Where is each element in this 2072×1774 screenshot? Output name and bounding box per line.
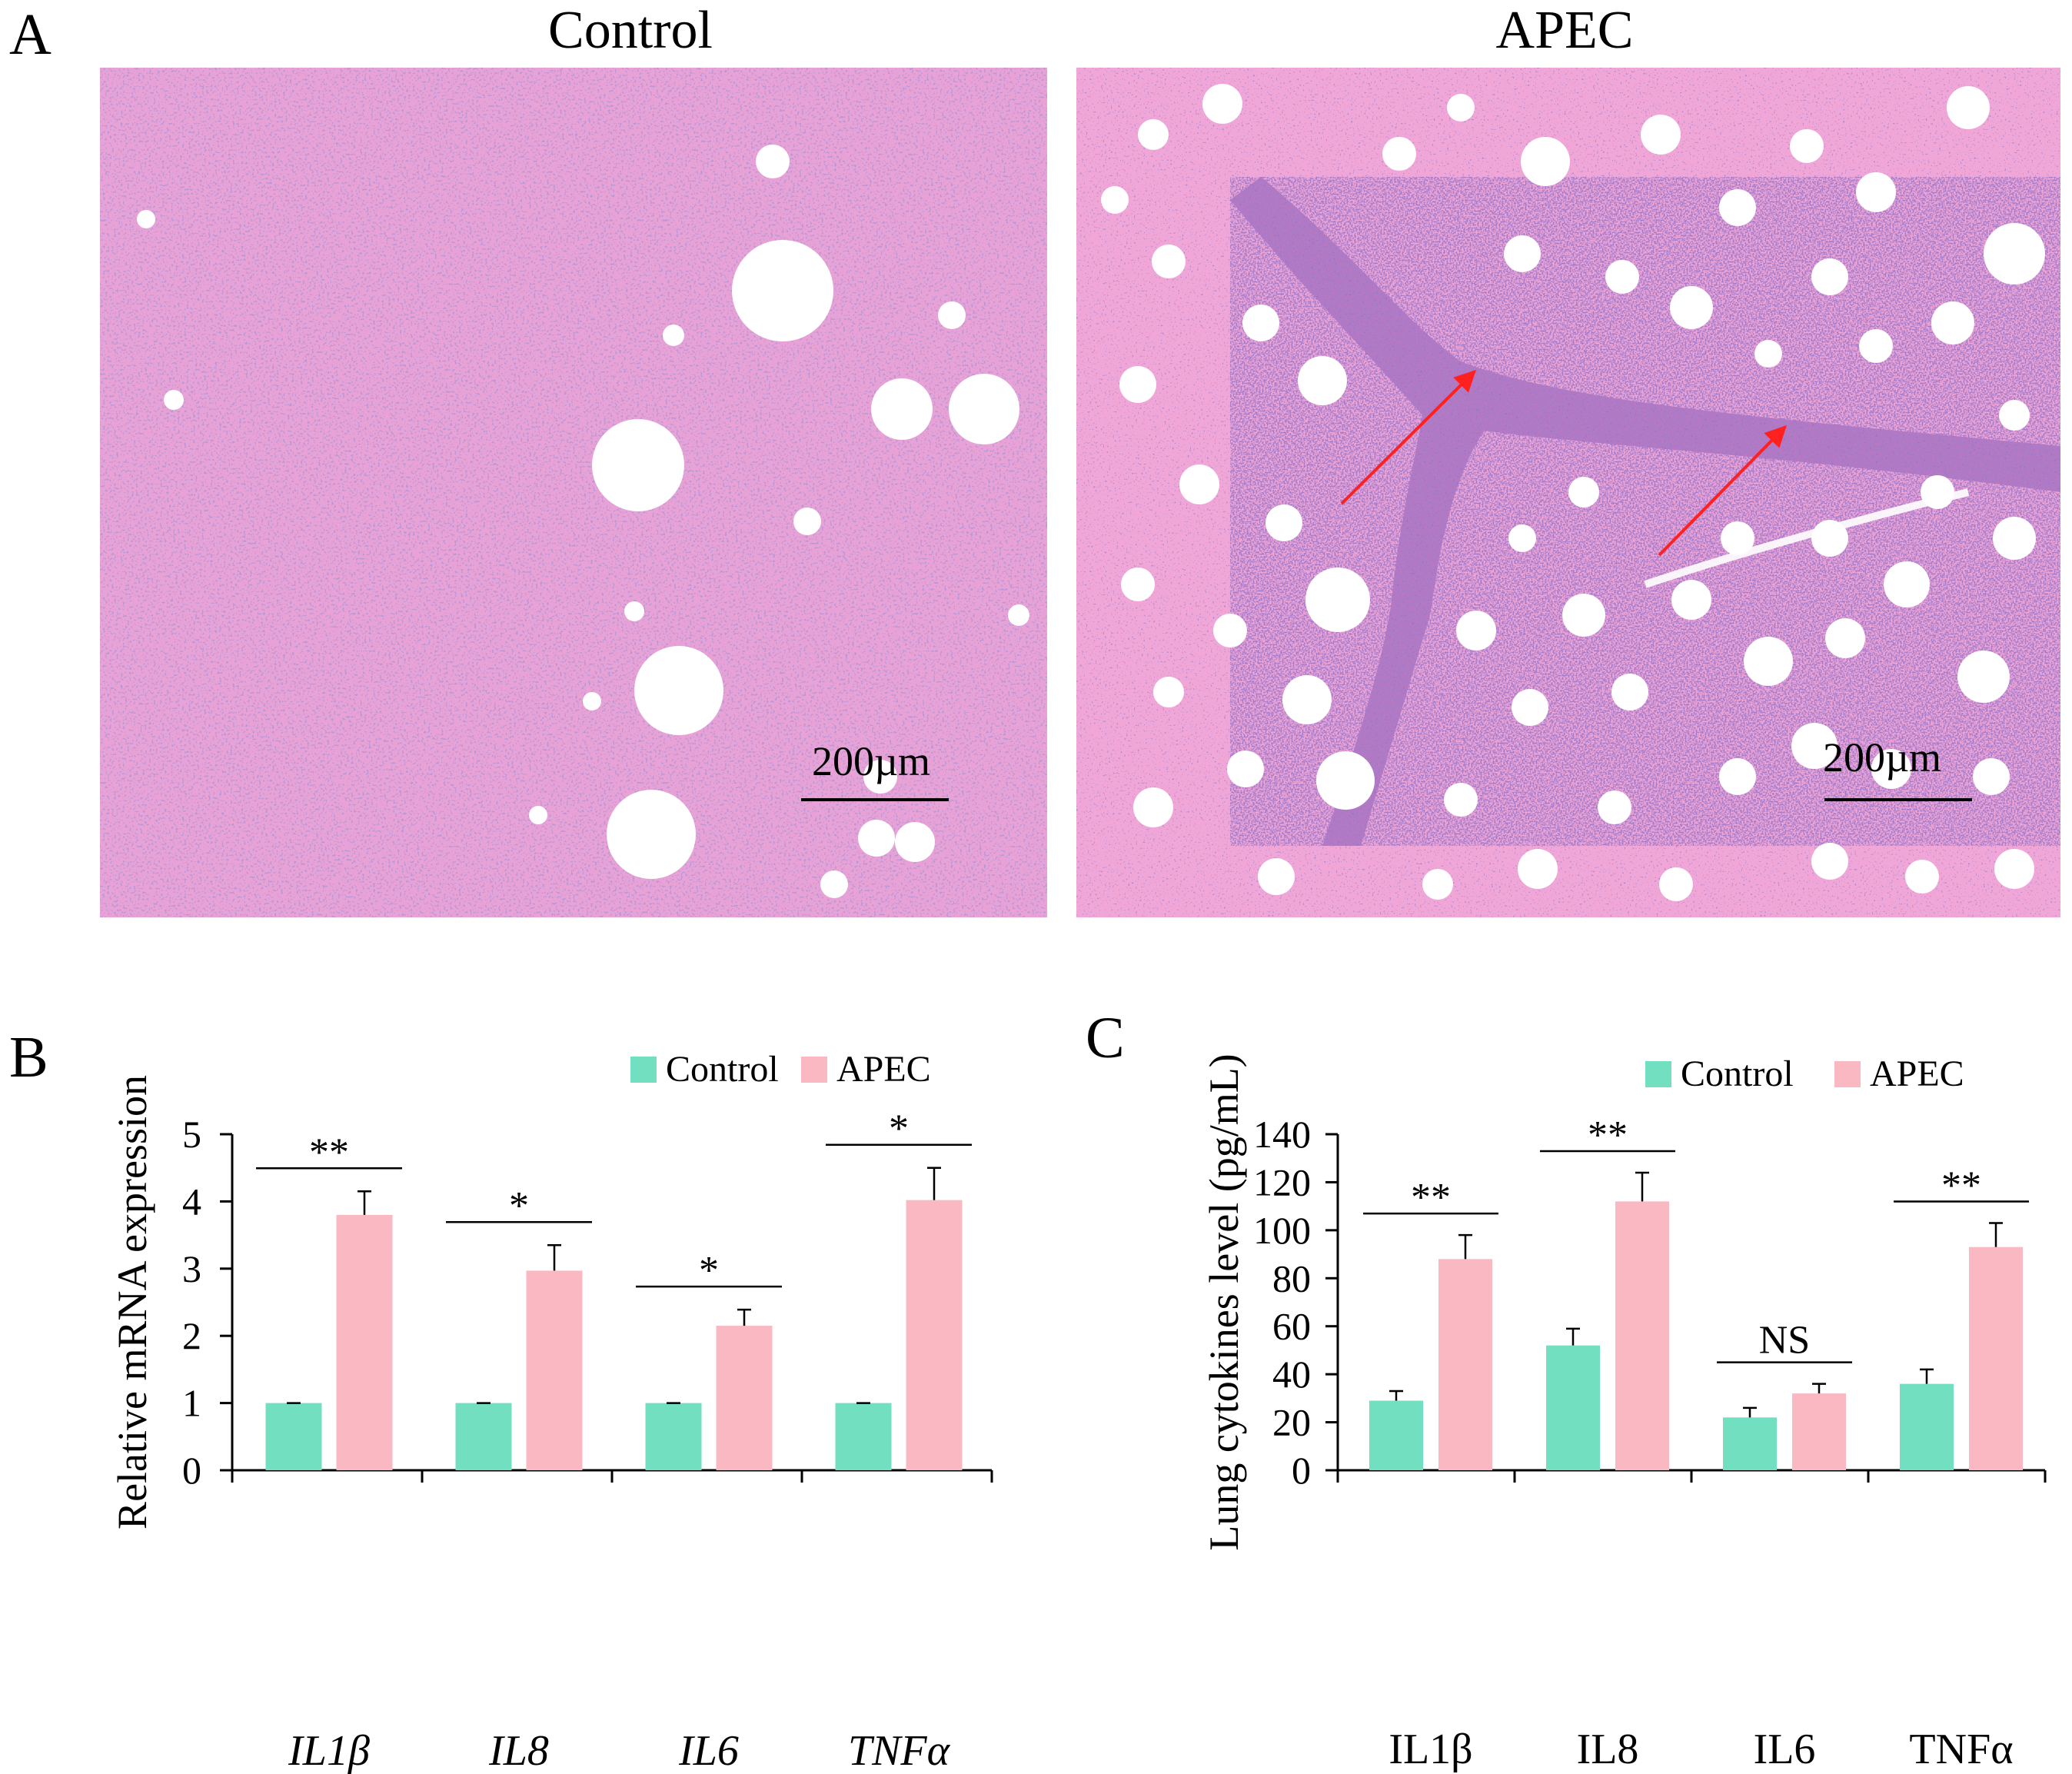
bar-control-0 [265,1403,322,1470]
y-axis-label: Relative mRNA expression [109,1075,155,1529]
y-tick-label: 5 [182,1113,201,1156]
y-tick-label: 140 [1253,1113,1311,1156]
significance-label: NS [1759,1319,1810,1363]
panel-letter-c: C [1086,1006,1125,1070]
bar-control-3 [835,1403,892,1470]
category-label: IL8 [488,1727,549,1774]
significance-label: * [509,1184,529,1228]
legend-label-control: Control [1681,1053,1794,1094]
y-tick-label: 0 [182,1449,201,1492]
bar-apec-0 [1438,1259,1492,1470]
significance-label: ** [1588,1113,1628,1157]
bar-apec-1 [1615,1201,1669,1470]
significance-label: ** [1411,1176,1451,1220]
vacuoles [1101,84,2045,901]
legend-label-apec: APEC [1870,1053,1964,1094]
scale-bar-label-control: 200µm [812,738,930,784]
legend-swatch-apec [1834,1061,1861,1087]
legend-label-control: Control [666,1049,779,1090]
tissue-fissure [1644,488,1970,588]
micrograph-title-apec: APEC [1496,1,1634,60]
bar-control-1 [455,1403,512,1470]
y-tick-label: 4 [182,1180,201,1223]
y-tick-label: 100 [1253,1209,1311,1252]
red-arrow-2 [1658,425,1787,557]
y-tick-label: 20 [1272,1401,1311,1444]
bar-control-3 [1900,1383,1954,1470]
y-tick-label: 80 [1272,1256,1311,1300]
bar-apec-1 [526,1270,583,1470]
legend-swatch-control [630,1057,657,1083]
infiltrate-band [1230,177,2060,846]
red-arrow-1 [1340,370,1476,505]
category-label: IL6 [678,1727,739,1774]
y-axis-label: Lung cytokines level (pg/mL) [1201,1053,1247,1550]
significance-label: ** [309,1130,349,1174]
bar-apec-2 [1792,1393,1846,1470]
y-tick-label: 60 [1272,1305,1311,1348]
y-tick-label: 120 [1253,1160,1311,1203]
bar-control-2 [1723,1417,1777,1470]
category-label: IL1β [1389,1726,1472,1773]
significance-label: * [699,1249,719,1293]
y-tick-label: 2 [182,1314,201,1357]
nuclei-texture [1076,68,2060,917]
panel-letter-b: B [9,1025,48,1090]
bar-control-2 [645,1403,702,1470]
legend-swatch-control [1645,1061,1671,1087]
micrograph-control [100,68,1047,917]
category-label: IL8 [1577,1726,1639,1773]
panel-letter-a: A [9,2,52,67]
micrograph-apec [1076,68,2060,917]
category-label: TNFα [848,1727,951,1774]
bar-control-1 [1546,1345,1600,1470]
category-label: IL1β [288,1727,370,1774]
bar-apec-0 [336,1214,393,1470]
nuclei-texture [100,68,1047,917]
scale-bar-label-apec: 200µm [1823,734,1941,780]
category-label: TNFα [1909,1726,2013,1773]
significance-label: ** [1941,1163,1981,1207]
micrograph-title-control: Control [548,1,713,60]
y-tick-label: 1 [182,1382,201,1425]
bar-apec-3 [906,1200,963,1470]
category-label: IL6 [1754,1726,1816,1773]
bar-apec-3 [1969,1246,2023,1470]
vacuoles [137,145,1029,898]
bar-apec-2 [716,1326,773,1470]
legend-swatch-apec [801,1057,827,1083]
significance-label: * [889,1107,909,1151]
y-tick-label: 3 [182,1247,201,1290]
y-tick-label: 40 [1272,1353,1311,1396]
y-tick-label: 0 [1292,1449,1311,1492]
bar-control-0 [1369,1400,1423,1470]
legend-label-apec: APEC [836,1049,931,1090]
